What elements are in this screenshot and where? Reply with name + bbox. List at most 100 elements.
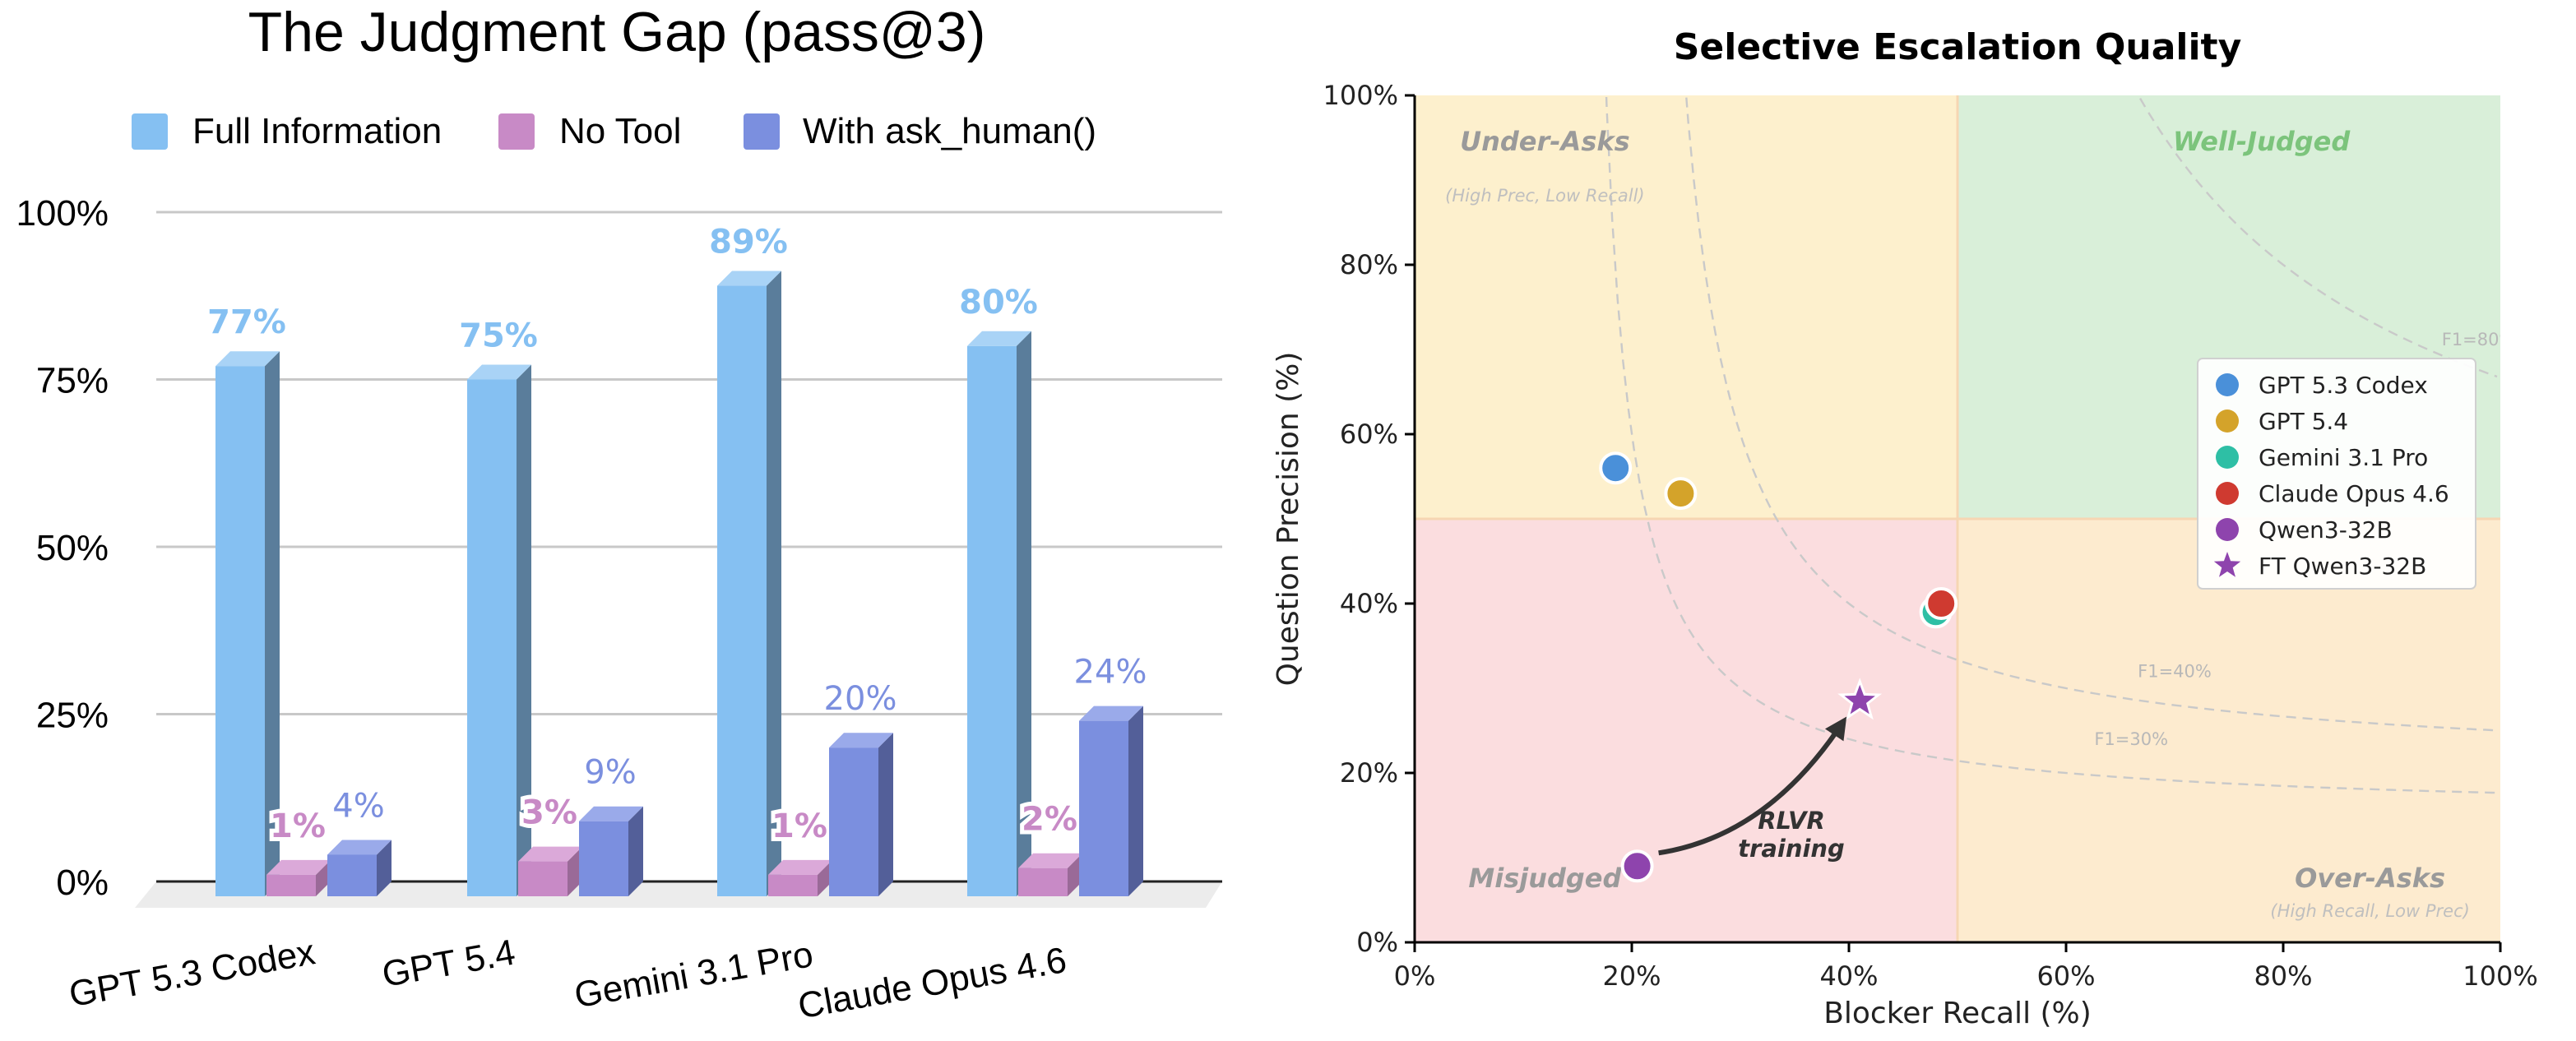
scatter-ticks: 0% 20% 40% 60% 80% 100% 0% 20% 40% 60% 80% 100% bbox=[1323, 80, 2538, 992]
bar-chart: The Judgment Gap (pass@3) Full Informati… bbox=[16, 1, 1222, 1027]
bar-value-label: 24% bbox=[1074, 654, 1147, 692]
x-tick-label: GPT 5.3 Codex bbox=[66, 932, 317, 1015]
bar-top bbox=[266, 859, 331, 875]
bar-side bbox=[767, 271, 781, 896]
bar: 4% bbox=[327, 787, 391, 896]
quadrant-label: Well-Judged bbox=[2173, 126, 2351, 157]
legend-marker bbox=[2213, 552, 2241, 577]
y-tick-label: 60% bbox=[1340, 419, 1398, 450]
bar-y-ticks: 0% 25% 50% 75% 100% bbox=[16, 193, 109, 903]
scatter-axes bbox=[1413, 95, 2500, 944]
scatter-points bbox=[1599, 451, 1958, 883]
legend-swatch bbox=[498, 113, 535, 150]
bar-side bbox=[1017, 331, 1031, 896]
bar-top bbox=[215, 351, 280, 367]
bar: 1% bbox=[767, 803, 832, 896]
x-tick-label: GPT 5.4 bbox=[379, 932, 518, 995]
bar-front bbox=[266, 874, 316, 896]
f1-curve bbox=[1684, 95, 2498, 732]
bar-value-label: 2% bbox=[1022, 801, 1077, 839]
data-point-star bbox=[1837, 678, 1883, 720]
bar-legend: Full Information No Tool With ask_human(… bbox=[132, 111, 1096, 151]
f1-curve-label: F1=80% bbox=[2442, 330, 2516, 349]
legend-marker bbox=[2216, 409, 2239, 433]
bar-value-label: 3% bbox=[521, 794, 577, 832]
legend-entry: Qwen3-32B bbox=[2259, 516, 2393, 544]
bar-value-label: 80% bbox=[959, 284, 1038, 322]
bar-value-label: 9% bbox=[584, 754, 636, 792]
bar-side bbox=[377, 840, 391, 896]
y-tick-label: 50% bbox=[36, 528, 109, 568]
x-tick-label: 100% bbox=[2462, 960, 2537, 992]
y-tick-label: 20% bbox=[1340, 757, 1398, 789]
bar-value-label: 1% bbox=[270, 807, 326, 845]
bar-top bbox=[518, 846, 582, 862]
rlvr-annotation: RLVR training bbox=[1658, 716, 1847, 863]
legend-entry: GPT 5.3 Codex bbox=[2259, 372, 2428, 399]
scatter-chart: Selective Escalation Quality F1=30% F1=40… bbox=[1272, 26, 2538, 1030]
bar-top bbox=[768, 859, 832, 875]
data-point bbox=[1599, 451, 1633, 485]
bar-top bbox=[327, 840, 391, 855]
bar-front bbox=[215, 366, 265, 897]
bar-grid bbox=[156, 211, 1222, 715]
legend-no-tool: No Tool bbox=[498, 111, 681, 151]
quadrant-sublabel: (High Prec, Low Recall) bbox=[1445, 186, 1644, 206]
bar: 1% bbox=[266, 803, 331, 896]
quadrant-misjudged bbox=[1415, 519, 1957, 942]
bar-side bbox=[517, 364, 531, 896]
scatter-title: Selective Escalation Quality bbox=[1674, 26, 2242, 68]
f1-curve bbox=[2137, 95, 2498, 378]
quadrant-label: Under-Asks bbox=[1460, 126, 1630, 157]
legend-marker bbox=[2216, 518, 2239, 541]
bar-front bbox=[518, 861, 568, 896]
legend-marker bbox=[2216, 482, 2239, 505]
bar-value-label: 1% bbox=[771, 807, 827, 845]
quadrant-under-asks bbox=[1415, 95, 1957, 519]
x-tick-label: 0% bbox=[1394, 960, 1436, 992]
f1-curve-label: F1=30% bbox=[2094, 729, 2168, 749]
legend-box bbox=[2197, 358, 2476, 590]
legend-marker bbox=[2216, 446, 2239, 469]
y-tick-label: 0% bbox=[1356, 927, 1398, 958]
quadrant-label: Over-Asks bbox=[2295, 863, 2445, 894]
bar-top bbox=[829, 733, 893, 748]
quadrant-sublabel: (High Recall, Low Prec) bbox=[2270, 901, 2469, 921]
bar-value-label: 20% bbox=[824, 680, 897, 718]
x-tick-label: Gemini 3.1 Pro bbox=[572, 934, 817, 1016]
bar: 2% bbox=[1017, 797, 1082, 896]
x-tick-label: Claude Opus 4.6 bbox=[795, 940, 1070, 1027]
bar-front bbox=[829, 747, 878, 896]
bar-chart-title: The Judgment Gap (pass@3) bbox=[248, 1, 986, 63]
floor-shadow bbox=[135, 881, 1222, 908]
bar: 3% bbox=[517, 790, 582, 896]
y-tick-label: 80% bbox=[1340, 249, 1398, 280]
x-tick-label: 80% bbox=[2254, 960, 2312, 992]
bar-side bbox=[1128, 706, 1143, 896]
bar-x-ticks: GPT 5.3 Codex GPT 5.4 Gemini 3.1 ProClaude… bbox=[66, 932, 1069, 1026]
bar-front bbox=[717, 285, 767, 896]
legend-swatch bbox=[744, 113, 780, 150]
quadrant-label: Misjudged bbox=[1468, 863, 1622, 894]
f1-curve-label: F1=40% bbox=[2138, 662, 2212, 682]
bar-top bbox=[967, 331, 1031, 346]
bar-side bbox=[265, 351, 280, 897]
y-axis-label: Question Precision (%) bbox=[1272, 352, 1305, 687]
scatter-legend: GPT 5.3 Codex GPT 5.4 Gemini 3.1 Pro Claude… bbox=[2197, 358, 2476, 590]
x-tick-label: 60% bbox=[2036, 960, 2095, 992]
legend-label: No Tool bbox=[559, 111, 681, 151]
x-tick-label: 40% bbox=[1819, 960, 1878, 992]
legend-label: Full Information bbox=[192, 111, 442, 151]
x-tick-label: 20% bbox=[1602, 960, 1661, 992]
bar-top bbox=[1079, 706, 1143, 721]
bar-side bbox=[818, 859, 832, 896]
f1-curves: F1=30% F1=40% F1=80% bbox=[1605, 95, 2516, 794]
data-point bbox=[1664, 477, 1698, 511]
bar-side bbox=[878, 733, 893, 896]
bar-front bbox=[467, 379, 517, 896]
bar-top bbox=[579, 806, 643, 821]
bar-top bbox=[1018, 853, 1082, 868]
bar-value-label: 75% bbox=[459, 317, 538, 355]
quadrant-labels: Under-Asks (High Prec, Low Recall) Well-Ju… bbox=[1445, 126, 2470, 921]
